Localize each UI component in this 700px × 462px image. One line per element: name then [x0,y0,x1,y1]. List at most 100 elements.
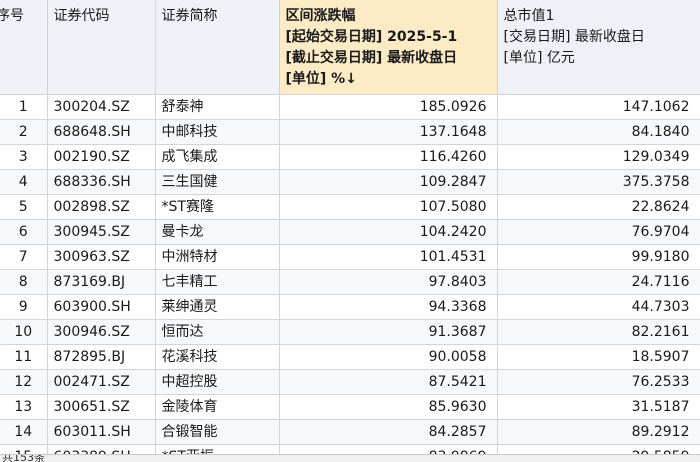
cell-change[interactable]: 185.0926 [279,94,498,120]
cell-code[interactable]: 873169.BJ [47,269,156,295]
cell-name[interactable]: 中洲特材 [155,244,280,270]
cell-name[interactable]: 七丰精工 [155,269,280,295]
cell-name[interactable]: 花溪科技 [155,344,280,370]
cell-name[interactable]: 中超控股 [155,369,280,395]
cell-name[interactable]: 舒泰神 [155,94,280,120]
cell-code[interactable]: 688648.SH [47,119,156,145]
table-row[interactable]: 9 603900.SH 莱绅通灵 94.3368 44.7303 [0,294,700,320]
cell-mcap[interactable]: 89.2912 [497,419,700,445]
cell-index[interactable]: 3 [0,144,48,170]
column-header-code[interactable]: 证券代码 [47,0,156,95]
column-header-change-start: [起始交易日期] 2025-5-1 [285,29,458,45]
table-row[interactable]: 13 300651.SZ 金陵体育 85.9630 31.5187 [0,394,700,420]
cell-change[interactable]: 87.5421 [279,369,498,395]
column-header-name-label: 证券简称 [161,8,218,24]
cell-name[interactable]: *ST赛隆 [155,194,280,220]
cell-index[interactable]: 9 [0,294,48,320]
cell-code[interactable]: 872895.BJ [47,344,156,370]
cell-mcap[interactable]: 375.3758 [497,169,700,195]
status-bar: 共153条 [0,454,700,462]
cell-change[interactable]: 104.2420 [279,219,498,245]
cell-index[interactable]: 11 [0,344,48,370]
cell-mcap[interactable]: 82.2161 [497,319,700,345]
cell-code[interactable]: 603900.SH [47,294,156,320]
cell-name[interactable]: 曼卡龙 [155,219,280,245]
cell-mcap[interactable]: 76.9704 [497,219,700,245]
cell-index[interactable]: 1 [0,94,48,120]
cell-name[interactable]: 金陵体育 [155,394,280,420]
column-header-mcap[interactable]: 总市值1 [交易日期] 最新收盘日 [单位] 亿元 [497,0,700,95]
column-header-name[interactable]: 证券简称 [155,0,280,95]
cell-change[interactable]: 90.0058 [279,344,498,370]
cell-mcap[interactable]: 24.7116 [497,269,700,295]
cell-change[interactable]: 94.3368 [279,294,498,320]
table-row[interactable]: 12 002471.SZ 中超控股 87.5421 76.2533 [0,369,700,395]
cell-code[interactable]: 603011.SH [47,419,156,445]
cell-change[interactable]: 109.2847 [279,169,498,195]
cell-mcap[interactable]: 76.2533 [497,369,700,395]
status-bar-text: 共153条 [2,454,45,462]
cell-index[interactable]: 7 [0,244,48,270]
cell-index[interactable]: 10 [0,319,48,345]
cell-code[interactable]: 002190.SZ [47,144,156,170]
cell-index[interactable]: 8 [0,269,48,295]
cell-mcap[interactable]: 18.5907 [497,344,700,370]
table-row[interactable]: 11 872895.BJ 花溪科技 90.0058 18.5907 [0,344,700,370]
column-header-mcap-unit: [单位] 亿元 [503,50,575,66]
cell-change[interactable]: 137.1648 [279,119,498,145]
table-row[interactable]: 8 873169.BJ 七丰精工 97.8403 24.7116 [0,269,700,295]
cell-change[interactable]: 85.9630 [279,394,498,420]
cell-mcap[interactable]: 22.8624 [497,194,700,220]
table-row[interactable]: 1 300204.SZ 舒泰神 185.0926 147.1062 [0,94,700,120]
cell-mcap[interactable]: 31.5187 [497,394,700,420]
table-row[interactable]: 3 002190.SZ 成飞集成 116.4260 129.0349 [0,144,700,170]
cell-code[interactable]: 688336.SH [47,169,156,195]
cell-code[interactable]: 300651.SZ [47,394,156,420]
cell-name[interactable]: 恒而达 [155,319,280,345]
column-header-mcap-date: [交易日期] 最新收盘日 [503,29,645,45]
cell-change[interactable]: 107.5080 [279,194,498,220]
cell-mcap[interactable]: 44.7303 [497,294,700,320]
cell-code[interactable]: 300945.SZ [47,219,156,245]
table-row[interactable]: 7 300963.SZ 中洲特材 101.4531 99.9180 [0,244,700,270]
column-header-change[interactable]: 区间涨跌幅 [起始交易日期] 2025-5-1 [截止交易日期] 最新收盘日 [… [279,0,498,95]
cell-index[interactable]: 4 [0,169,48,195]
cell-mcap[interactable]: 129.0349 [497,144,700,170]
table-row[interactable]: 2 688648.SH 中邮科技 137.1648 84.1840 [0,119,700,145]
cell-change[interactable]: 84.2857 [279,419,498,445]
cell-mcap[interactable]: 84.1840 [497,119,700,145]
cell-change[interactable]: 97.8403 [279,269,498,295]
table-body: 1 300204.SZ 舒泰神 185.0926 147.1062 2 688648.SH 中… [0,94,700,462]
table-row[interactable]: 4 688336.SH 三生国健 109.2847 375.3758 [0,169,700,195]
cell-name[interactable]: 合锻智能 [155,419,280,445]
cell-index[interactable]: 14 [0,419,48,445]
cell-index[interactable]: 13 [0,394,48,420]
cell-code[interactable]: 300963.SZ [47,244,156,270]
cell-index[interactable]: 5 [0,194,48,220]
column-header-change-end: [截止交易日期] 最新收盘日 [285,50,458,66]
cell-name[interactable]: 成飞集成 [155,144,280,170]
cell-change[interactable]: 116.4260 [279,144,498,170]
cell-code[interactable]: 300204.SZ [47,94,156,120]
cell-name[interactable]: 莱绅通灵 [155,294,280,320]
cell-code[interactable]: 300946.SZ [47,319,156,345]
cell-name[interactable]: 三生国健 [155,169,280,195]
cell-index[interactable]: 2 [0,119,48,145]
cell-code[interactable]: 002471.SZ [47,369,156,395]
table-row[interactable]: 6 300945.SZ 曼卡龙 104.2420 76.9704 [0,219,700,245]
cell-code[interactable]: 002898.SZ [47,194,156,220]
table-row[interactable]: 14 603011.SH 合锻智能 84.2857 89.2912 [0,419,700,445]
column-header-index-label: 序号 [0,8,24,24]
column-header-index[interactable]: 序号 [0,0,48,95]
cell-index[interactable]: 6 [0,219,48,245]
cell-change[interactable]: 101.4531 [279,244,498,270]
cell-name[interactable]: 中邮科技 [155,119,280,145]
cell-change[interactable]: 91.3687 [279,319,498,345]
cell-mcap[interactable]: 147.1062 [497,94,700,120]
cell-index[interactable]: 12 [0,369,48,395]
cell-mcap[interactable]: 99.9180 [497,244,700,270]
table-row[interactable]: 5 002898.SZ *ST赛隆 107.5080 22.8624 [0,194,700,220]
table-row[interactable]: 10 300946.SZ 恒而达 91.3687 82.2161 [0,319,700,345]
